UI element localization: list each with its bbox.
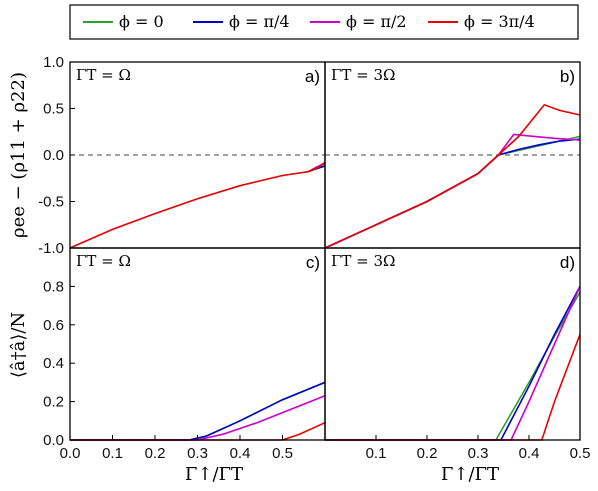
legend: ϕ = 0 ϕ = π/4 ϕ = π/2 ϕ = 3π/4 bbox=[69, 4, 579, 40]
panel-d: ΓT = 3Ω d) 0.1 0.2 0.3 0.4 0.5 bbox=[324, 247, 591, 462]
x-tick-label-c-3: 0.3 bbox=[187, 445, 208, 462]
x-axis-label-right: Γ↑/ΓT bbox=[441, 464, 499, 485]
y-tick-label-c-0: 0.8 bbox=[43, 278, 64, 295]
y-tick-label-c-2: 0.4 bbox=[43, 355, 64, 372]
series-line-d-1 bbox=[325, 286, 581, 441]
x-tick-label-c-5: 0.5 bbox=[272, 445, 293, 462]
x-tick-label-d-1: 0.2 bbox=[417, 445, 438, 462]
y-tick-label-a-1: 0.5 bbox=[43, 101, 64, 118]
panel-tag-a: a) bbox=[305, 67, 320, 86]
series-line-b-3 bbox=[324, 103, 581, 249]
y-tick-label-c-4: 0.0 bbox=[43, 432, 64, 449]
legend-label-2: ϕ = π/2 bbox=[346, 12, 407, 31]
panel-tag-d: d) bbox=[560, 253, 575, 272]
panel-tag-b: b) bbox=[560, 67, 575, 86]
y-tick-label-a-4: -1.0 bbox=[38, 240, 64, 257]
x-tick-label-c-4: 0.4 bbox=[230, 445, 251, 462]
y-tick-label-a-2: 0.0 bbox=[43, 147, 64, 164]
series-line-d-0 bbox=[325, 291, 581, 441]
series-line-d-2 bbox=[325, 286, 581, 441]
legend-label-3: ϕ = 3π/4 bbox=[464, 12, 535, 31]
panel-param-c: ΓT = Ω bbox=[76, 252, 131, 270]
x-tick-label-d-4: 0.5 bbox=[570, 445, 591, 462]
series-line-c-2 bbox=[70, 395, 326, 441]
y-tick-label-c-1: 0.6 bbox=[43, 317, 64, 334]
series-line-b-1 bbox=[324, 138, 581, 249]
panel-param-a: ΓT = Ω bbox=[76, 66, 131, 84]
panel-frame-d bbox=[324, 247, 581, 441]
panel-b: ΓT = 3Ω b) bbox=[324, 61, 581, 249]
legend-label-1: ϕ = π/4 bbox=[229, 12, 290, 31]
y-tick-label-a-3: -0.5 bbox=[38, 194, 64, 211]
x-tick-label-c-0: 0.0 bbox=[60, 445, 81, 462]
legend-label-0: ϕ = 0 bbox=[119, 12, 164, 31]
series-line-d-3 bbox=[325, 334, 581, 441]
x-tick-label-d-3: 0.4 bbox=[519, 445, 540, 462]
panels: ΓT = Ω a) 1.0 0.5 0.0 -0.5 -1.0 ΓT = 3Ω b) ΓT = Ω… bbox=[38, 54, 590, 462]
x-tick-label-c-1: 0.1 bbox=[102, 445, 123, 462]
panel-c: ΓT = Ω c) 0.8 0.6 0.4 0.2 0.00.0 0.1 0.2 0.3 0.4 0.… bbox=[43, 247, 326, 462]
x-tick-label-c-2: 0.2 bbox=[145, 445, 166, 462]
y-axis-label-top: ρee − (ρ11 + ρ22) bbox=[8, 72, 29, 238]
x-axis-label-left: Γ↑/ΓT bbox=[185, 464, 243, 485]
panel-param-d: ΓT = 3Ω bbox=[331, 252, 396, 270]
panel-a: ΓT = Ω a) 1.0 0.5 0.0 -0.5 -1.0 bbox=[38, 54, 326, 257]
series-line-a-3 bbox=[69, 161, 326, 249]
y-tick-label-c-3: 0.2 bbox=[43, 394, 64, 411]
y-axis-label-bottom: ⟨â†â⟩/N bbox=[8, 312, 29, 378]
y-tick-label-a-0: 1.0 bbox=[43, 54, 64, 71]
x-tick-label-d-2: 0.3 bbox=[468, 445, 489, 462]
x-tick-label-d-0: 0.1 bbox=[366, 445, 387, 462]
panel-tag-c: c) bbox=[306, 253, 320, 272]
panel-param-b: ΓT = 3Ω bbox=[331, 66, 396, 84]
